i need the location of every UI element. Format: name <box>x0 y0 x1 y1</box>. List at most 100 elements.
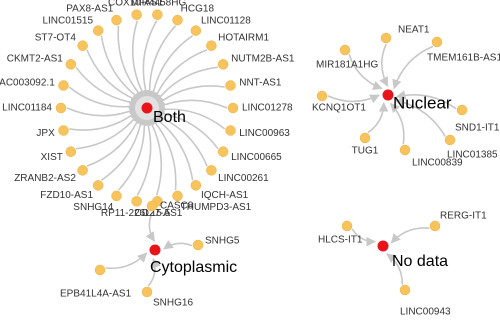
node <box>339 44 351 56</box>
node-label: MIR4458HG <box>131 0 187 8</box>
node-label: XIST <box>41 152 63 163</box>
node <box>190 25 202 36</box>
node <box>94 264 106 276</box>
node <box>217 59 229 70</box>
edge <box>367 101 389 134</box>
edge <box>145 211 156 242</box>
hub <box>377 240 389 252</box>
node-label: JPX <box>36 128 55 139</box>
node <box>146 200 158 212</box>
node <box>341 220 353 232</box>
node-label: SNHG16 <box>153 298 193 309</box>
hub <box>149 244 161 256</box>
node <box>227 102 239 114</box>
node <box>359 132 371 144</box>
node-label: RP11-226L15.5 <box>101 208 171 219</box>
edge <box>351 228 377 247</box>
edge <box>155 99 228 109</box>
node <box>92 25 104 36</box>
edge <box>144 25 177 101</box>
node <box>77 40 88 51</box>
node-label: IQCH-AS1 <box>201 190 249 201</box>
edge <box>86 113 142 167</box>
node <box>111 190 122 202</box>
node <box>206 40 217 51</box>
node <box>206 165 217 176</box>
node-label: LINC01184 <box>2 103 52 114</box>
node-label: KCNQ1OT1 <box>312 103 366 114</box>
node-label: SNHG5 <box>205 236 240 247</box>
node-label: EPB41L4A-AS1 <box>60 289 132 300</box>
node-label: THUMPD3-AS1 <box>181 202 252 213</box>
edge <box>379 43 389 87</box>
node-label: SNHG14 <box>73 202 113 213</box>
node-label: LINC00839 <box>412 158 463 169</box>
node-label: SND1-IT1 <box>455 123 500 134</box>
node <box>141 286 153 298</box>
node-label: LINC01515 <box>42 15 93 26</box>
node <box>399 144 411 156</box>
node-label: LINC00261 <box>218 173 269 184</box>
node <box>92 180 104 191</box>
node <box>55 102 67 114</box>
edge <box>390 227 430 244</box>
node-label: NNT-AS1 <box>239 77 282 88</box>
node <box>65 59 77 70</box>
node <box>58 125 69 136</box>
node <box>225 80 236 91</box>
node-label: HOTAIRM1 <box>218 32 269 43</box>
node <box>431 36 443 48</box>
node <box>172 14 183 26</box>
node-label: COX10-AS1 <box>108 0 163 8</box>
edge <box>152 49 208 103</box>
node-label: LINC00963 <box>239 128 290 139</box>
node-label: RERG-IT1 <box>440 211 487 222</box>
node <box>172 190 183 202</box>
node-label: ZRANB2-AS2 <box>14 173 76 184</box>
node <box>77 165 88 176</box>
node <box>152 9 163 20</box>
node-label: AC003092.1 <box>0 77 55 88</box>
hub-label: Both <box>153 109 186 126</box>
node <box>65 146 77 157</box>
node <box>380 32 392 44</box>
edge <box>392 45 434 90</box>
node <box>111 14 122 26</box>
edge <box>395 90 457 110</box>
node <box>399 284 411 296</box>
edges <box>66 20 457 287</box>
node <box>190 180 202 191</box>
edge <box>386 253 404 285</box>
node <box>131 9 142 20</box>
node-label: CKMT2-AS1 <box>7 53 64 64</box>
hub-label: Cytoplasmic <box>150 259 237 276</box>
node-label: HLCS-IT1 <box>318 235 363 246</box>
node-label: TMEM161B-AS1 <box>427 53 500 64</box>
node-label: MIR181A1HG <box>316 60 378 71</box>
node <box>429 220 441 232</box>
node-label: FZD10-AS1 <box>40 190 93 201</box>
hub <box>141 102 153 114</box>
edge <box>390 102 405 145</box>
node-label: NEAT1 <box>398 25 430 36</box>
node-label: LINC00665 <box>231 152 282 163</box>
edge <box>66 107 139 117</box>
node <box>456 104 468 116</box>
edge <box>117 115 150 191</box>
node-label: LINC01278 <box>242 103 293 114</box>
node <box>225 125 236 136</box>
edge <box>147 257 161 287</box>
node-label: LINC00943 <box>400 307 451 318</box>
node <box>444 134 456 146</box>
node-label: ST7-OT4 <box>35 32 77 43</box>
edge <box>131 20 147 100</box>
node-label: NUTM2B-AS1 <box>231 53 295 64</box>
node <box>217 146 229 157</box>
hub-label: Nuclear <box>393 93 452 112</box>
edge <box>348 54 383 90</box>
edge <box>394 97 446 137</box>
node-label: LINC01128 <box>201 15 251 26</box>
node <box>131 196 142 207</box>
